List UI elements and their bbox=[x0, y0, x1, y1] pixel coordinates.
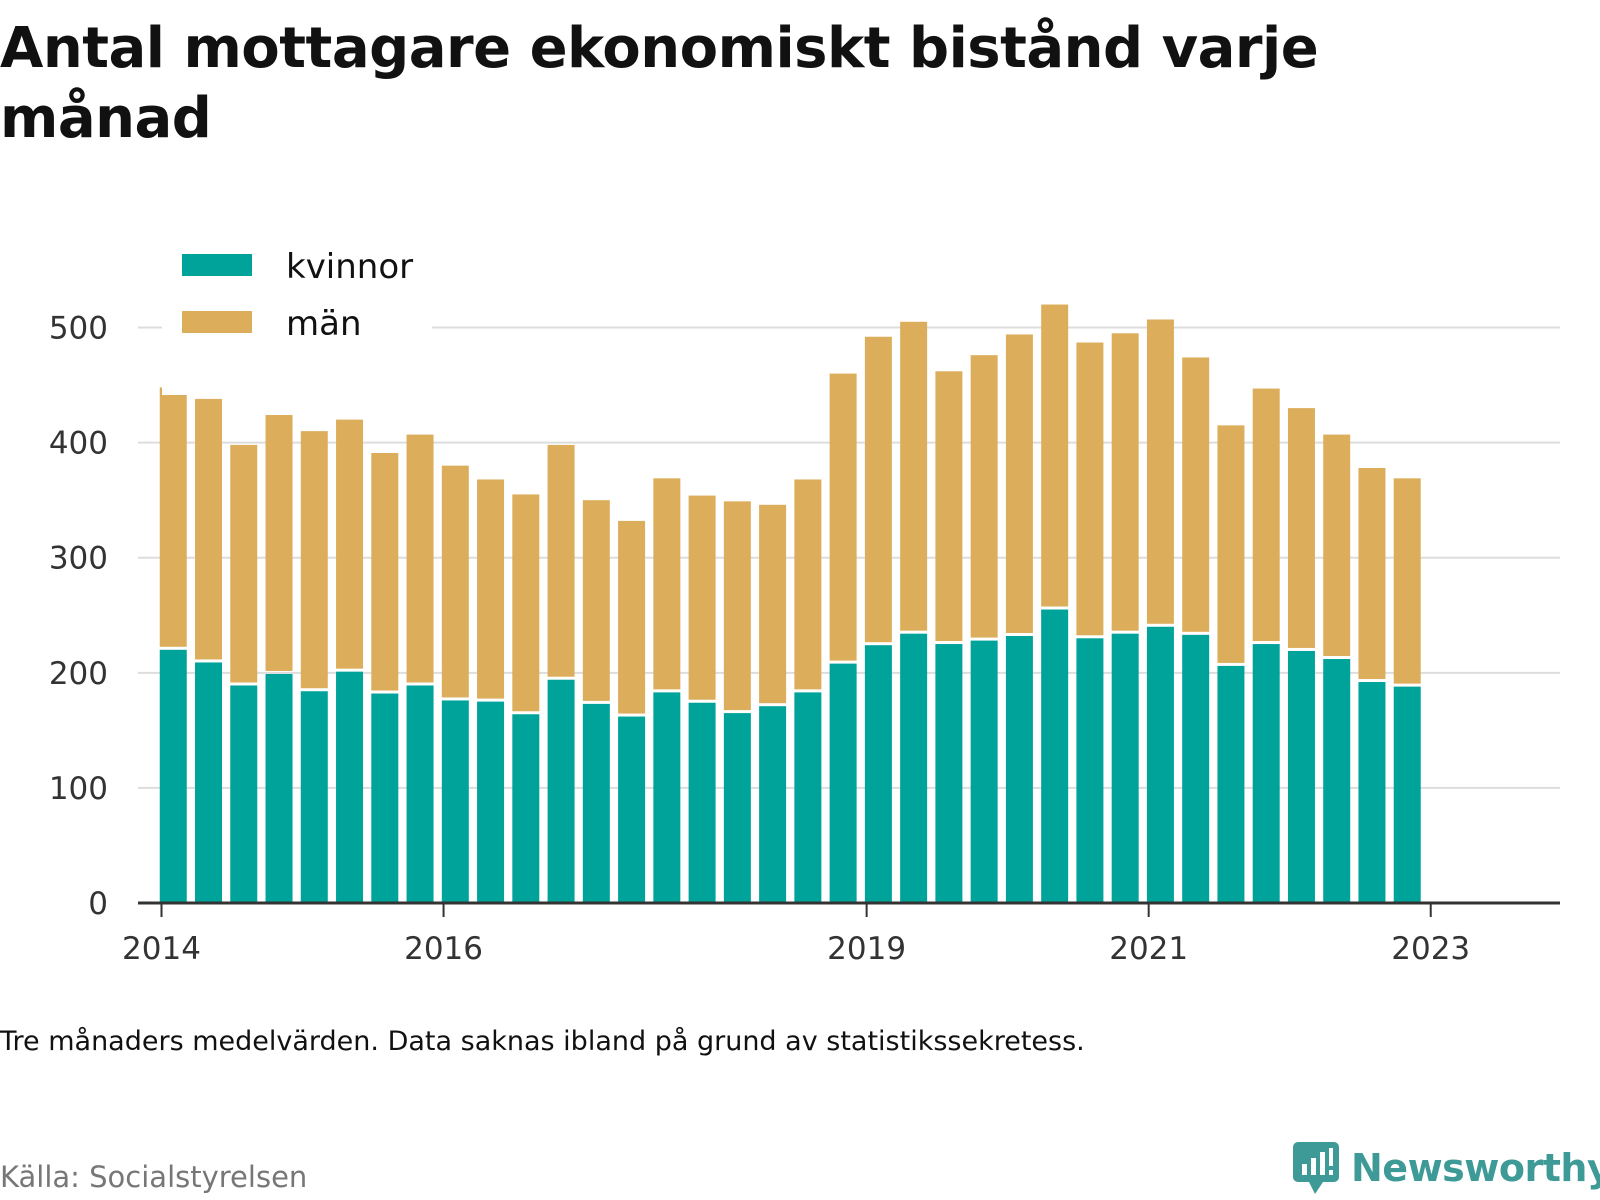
bar-man bbox=[195, 398, 223, 660]
bar-man bbox=[406, 434, 434, 683]
x-tick-label: 2023 bbox=[1391, 931, 1470, 967]
bar-kvinnor bbox=[1041, 609, 1069, 903]
y-tick-label: 300 bbox=[49, 541, 108, 577]
bar-man bbox=[582, 500, 610, 701]
brand-logo: Newsworthy bbox=[1293, 1142, 1600, 1194]
bar-kvinnor bbox=[1358, 682, 1386, 903]
bar-kvinnor bbox=[829, 663, 857, 903]
bar-man bbox=[547, 444, 575, 677]
bar-man bbox=[159, 387, 187, 647]
bars bbox=[159, 304, 1421, 903]
bar-kvinnor bbox=[230, 685, 258, 903]
bar-man bbox=[900, 321, 928, 631]
bar-man bbox=[371, 452, 399, 691]
bar-man bbox=[1111, 333, 1139, 631]
bar-man bbox=[1005, 334, 1033, 633]
source-credit: Källa: Socialstyrelsen bbox=[0, 1160, 308, 1194]
bar-man bbox=[1358, 467, 1386, 680]
bar-kvinnor bbox=[653, 692, 681, 903]
bar-man bbox=[1217, 425, 1245, 663]
bar-kvinnor bbox=[547, 679, 575, 903]
bar-man bbox=[477, 479, 505, 699]
bar-man bbox=[723, 501, 751, 711]
bar-kvinnor bbox=[512, 714, 540, 903]
bar-kvinnor bbox=[1252, 644, 1280, 903]
bar-man bbox=[265, 415, 293, 671]
x-tick-label: 2016 bbox=[404, 931, 483, 967]
bar-kvinnor bbox=[159, 649, 187, 903]
bar-kvinnor bbox=[618, 716, 646, 903]
bar-man bbox=[653, 478, 681, 690]
bar-kvinnor bbox=[1146, 626, 1174, 903]
x-tick-label: 2019 bbox=[827, 931, 906, 967]
bar-kvinnor bbox=[477, 701, 505, 903]
bar-kvinnor bbox=[794, 692, 822, 903]
bar-kvinnor bbox=[1111, 633, 1139, 903]
bar-kvinnor bbox=[1393, 686, 1421, 903]
y-tick-label: 100 bbox=[49, 771, 108, 807]
bar-man bbox=[1182, 357, 1210, 632]
bar-man bbox=[1323, 434, 1351, 657]
bar-man bbox=[970, 355, 998, 638]
legend-label-man: män bbox=[286, 304, 362, 344]
bar-kvinnor bbox=[582, 703, 610, 903]
legend-swatch-man bbox=[182, 311, 252, 333]
bar-kvinnor bbox=[265, 673, 293, 903]
bar-man bbox=[1076, 342, 1104, 636]
bar-man bbox=[1287, 408, 1315, 648]
x-tick-label: 2014 bbox=[122, 931, 201, 967]
x-axis: 2014 2016 2019 2021 2023 bbox=[122, 901, 1560, 967]
bar-man bbox=[1252, 388, 1280, 642]
bar-kvinnor bbox=[1217, 665, 1245, 903]
bar-man bbox=[336, 419, 364, 669]
bar-man bbox=[618, 520, 646, 714]
chart-title: Antal mottagare ekonomiskt bistånd varje… bbox=[0, 16, 1319, 151]
bar-kvinnor bbox=[1005, 635, 1033, 903]
bar-man bbox=[864, 336, 892, 643]
bar-kvinnor bbox=[441, 700, 469, 903]
y-axis-ticks: 0 100 200 300 400 500 bbox=[49, 311, 108, 922]
bar-man bbox=[230, 444, 258, 683]
y-tick-label: 500 bbox=[49, 311, 108, 347]
bar-kvinnor bbox=[300, 691, 328, 903]
bar-kvinnor bbox=[900, 633, 928, 903]
bar-man bbox=[688, 495, 716, 700]
bar-kvinnor bbox=[371, 693, 399, 903]
bar-man bbox=[935, 371, 963, 642]
bar-man bbox=[300, 431, 328, 689]
bar-man bbox=[759, 504, 787, 704]
bar-man bbox=[512, 494, 540, 712]
bar-kvinnor bbox=[1182, 634, 1210, 903]
bar-kvinnor bbox=[406, 685, 434, 903]
bar-kvinnor bbox=[688, 702, 716, 903]
bar-kvinnor bbox=[759, 706, 787, 903]
chart-note: Tre månaders medelvärden. Data saknas ib… bbox=[0, 1026, 1085, 1057]
y-tick-label: 200 bbox=[49, 656, 108, 692]
stacked-bar-chart: 2014 2016 2019 2021 2023 0 100 200 300 400 500 kv… bbox=[49, 247, 1560, 967]
bar-kvinnor bbox=[970, 640, 998, 903]
newsworthy-logo-icon bbox=[1293, 1142, 1339, 1194]
y-tick-label: 0 bbox=[88, 886, 108, 922]
bar-kvinnor bbox=[336, 671, 364, 903]
bar-kvinnor bbox=[723, 713, 751, 903]
brand-name: Newsworthy bbox=[1351, 1146, 1600, 1190]
bar-man bbox=[1146, 319, 1174, 624]
legend-label-kvinnor: kvinnor bbox=[286, 247, 413, 287]
bar-man bbox=[1041, 304, 1069, 607]
legend: kvinnor män bbox=[162, 247, 432, 395]
bar-man bbox=[794, 479, 822, 690]
bar-kvinnor bbox=[1287, 650, 1315, 903]
legend-swatch-kvinnor bbox=[182, 254, 252, 276]
bar-kvinnor bbox=[1076, 638, 1104, 903]
bar-kvinnor bbox=[864, 645, 892, 903]
bar-kvinnor bbox=[935, 644, 963, 903]
bar-man bbox=[441, 465, 469, 698]
bar-man bbox=[1393, 478, 1421, 684]
bar-kvinnor bbox=[195, 662, 223, 903]
bar-kvinnor bbox=[1323, 659, 1351, 903]
bar-man bbox=[829, 373, 857, 661]
x-tick-label: 2021 bbox=[1109, 931, 1188, 967]
y-tick-label: 400 bbox=[49, 426, 108, 462]
